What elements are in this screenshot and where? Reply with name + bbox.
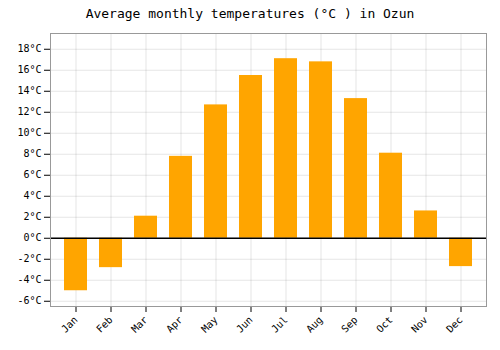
svg-text:Nov: Nov xyxy=(409,314,430,335)
svg-text:6°C: 6°C xyxy=(23,169,41,180)
svg-text:Mar: Mar xyxy=(129,314,150,335)
svg-text:10°C: 10°C xyxy=(17,127,41,138)
svg-text:Oct: Oct xyxy=(374,314,395,335)
svg-text:4°C: 4°C xyxy=(23,190,41,201)
svg-text:18°C: 18°C xyxy=(17,43,41,54)
svg-text:2°C: 2°C xyxy=(23,211,41,222)
svg-text:Dec: Dec xyxy=(444,314,465,335)
svg-text:8°C: 8°C xyxy=(23,148,41,159)
svg-text:Feb: Feb xyxy=(94,314,115,335)
svg-text:-2°C: -2°C xyxy=(17,253,41,264)
svg-text:Jan: Jan xyxy=(59,314,80,335)
svg-text:-4°C: -4°C xyxy=(17,274,41,285)
svg-text:Aug: Aug xyxy=(304,314,325,335)
svg-text:Apr: Apr xyxy=(164,314,185,335)
svg-text:0°C: 0°C xyxy=(23,232,41,243)
svg-text:Sep: Sep xyxy=(339,314,360,335)
svg-text:-6°C: -6°C xyxy=(17,295,41,306)
svg-text:14°C: 14°C xyxy=(17,85,41,96)
svg-text:Jul: Jul xyxy=(269,314,290,335)
html-text:Average monthly temperatures (: Average monthly temperatures (°C ) in Oz… xyxy=(85,6,415,21)
svg-text:May: May xyxy=(199,314,220,335)
svg-text:Jun: Jun xyxy=(234,314,255,335)
svg-text:16°C: 16°C xyxy=(17,64,41,75)
svg-text:12°C: 12°C xyxy=(17,106,41,117)
